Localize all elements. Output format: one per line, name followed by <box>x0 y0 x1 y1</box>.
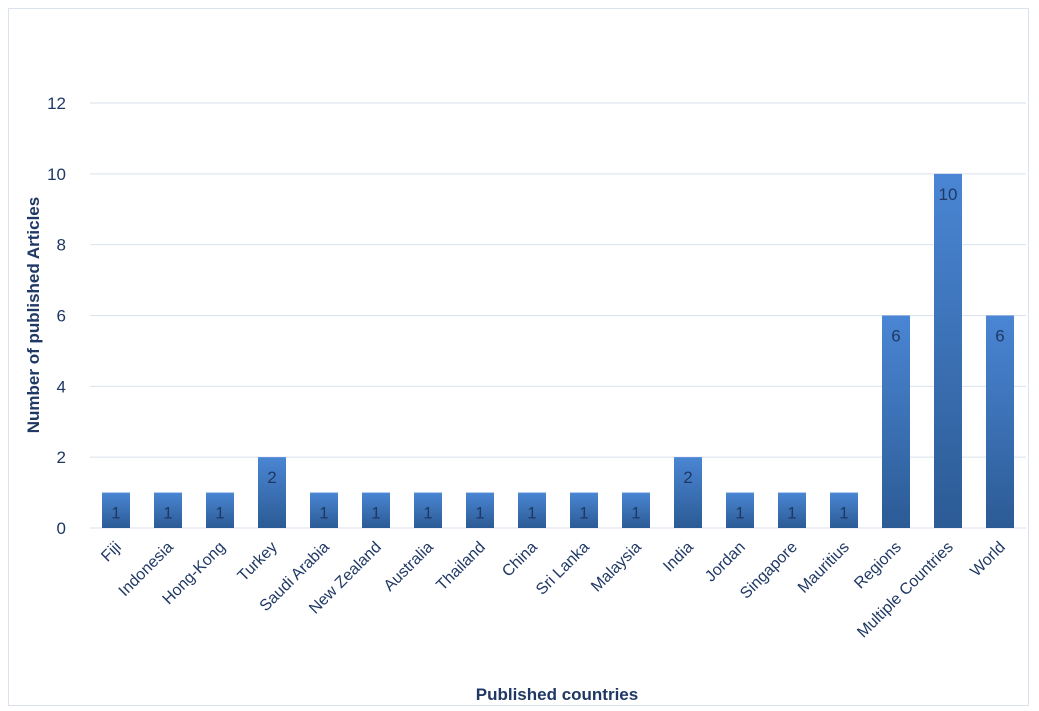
bar <box>518 492 546 528</box>
data-label: 1 <box>735 504 744 523</box>
y-tick-label: 8 <box>57 236 66 255</box>
data-label: 1 <box>475 504 484 523</box>
x-tick-label: World <box>967 539 1008 580</box>
y-tick-label: 4 <box>57 377 66 396</box>
x-tick-label: Sri Lanka <box>533 539 593 599</box>
x-tick-label: Thailand <box>433 539 488 594</box>
bar <box>726 492 754 528</box>
bar <box>466 492 494 528</box>
gridlines <box>90 102 1026 529</box>
bar <box>570 492 598 528</box>
x-tick-label: Jordan <box>702 539 749 586</box>
bar <box>882 315 910 528</box>
data-label: 1 <box>111 504 120 523</box>
bar <box>778 492 806 528</box>
x-tick-label: Multiple Countries <box>854 539 957 642</box>
x-tick-label: China <box>499 539 541 581</box>
x-tick-label: Fiji <box>98 539 124 565</box>
bar <box>414 492 442 528</box>
bar <box>102 492 130 528</box>
bar <box>674 457 702 528</box>
x-tick-label: Mauritius <box>795 539 853 597</box>
data-label: 1 <box>579 504 588 523</box>
y-tick-label: 0 <box>57 519 66 538</box>
data-label: 6 <box>995 327 1004 346</box>
x-axis-title: Published countries <box>476 685 638 704</box>
data-label: 1 <box>163 504 172 523</box>
x-tick-label: India <box>660 539 697 576</box>
data-label: 6 <box>891 327 900 346</box>
bar <box>362 492 390 528</box>
x-tick-label: Australia <box>381 539 437 595</box>
x-tick-label: Malaysia <box>588 539 645 596</box>
data-label: 2 <box>267 468 276 487</box>
x-tick-label: Regions <box>851 539 905 593</box>
y-tick-label: 10 <box>47 165 66 184</box>
bar <box>310 492 338 528</box>
y-tick-label: 2 <box>57 448 66 467</box>
y-tick-label: 6 <box>57 307 66 326</box>
bar <box>258 457 286 528</box>
data-label: 1 <box>631 504 640 523</box>
y-axis-ticks: 0 2 4 6 8 10 12 <box>47 94 66 538</box>
bar <box>934 173 962 529</box>
bar <box>622 492 650 528</box>
data-label: 1 <box>371 504 380 523</box>
x-tick-label: Turkey <box>235 539 281 585</box>
data-label: 1 <box>215 504 224 523</box>
data-label: 10 <box>939 185 958 204</box>
data-labels: 1 1 1 2 1 1 1 1 1 1 1 2 1 1 1 6 10 6 <box>111 185 1004 523</box>
bar <box>206 492 234 528</box>
bar <box>830 492 858 528</box>
data-label: 1 <box>423 504 432 523</box>
bar <box>986 315 1014 528</box>
bar <box>154 492 182 528</box>
x-tick-label: Singapore <box>737 539 801 603</box>
data-label: 1 <box>839 504 848 523</box>
bars <box>102 173 1014 529</box>
chart-frame <box>8 8 1029 706</box>
y-axis-title: Number of published Articles <box>24 197 43 433</box>
data-label: 1 <box>527 504 536 523</box>
data-label: 2 <box>683 468 692 487</box>
data-label: 1 <box>319 504 328 523</box>
data-label: 1 <box>787 504 796 523</box>
y-tick-label: 12 <box>47 94 66 113</box>
